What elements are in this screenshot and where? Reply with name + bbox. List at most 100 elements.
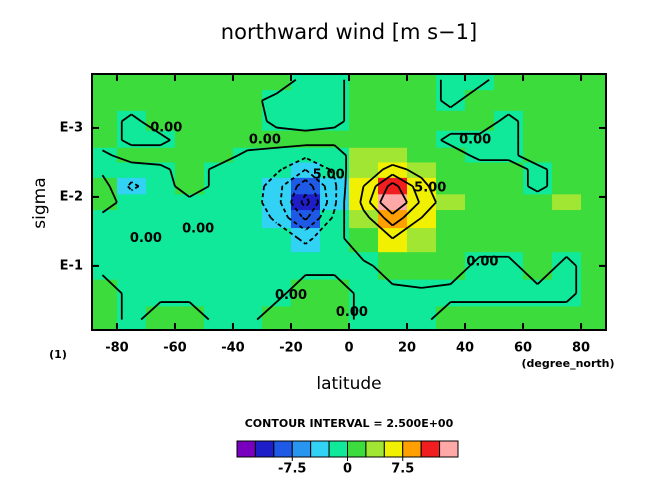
field-cell — [465, 210, 495, 229]
contour-line — [391, 216, 404, 227]
contour-line — [188, 301, 210, 321]
field-cell — [465, 306, 495, 331]
field-cell — [232, 147, 263, 163]
field-cell — [494, 110, 524, 132]
field-cell — [552, 210, 582, 229]
field-cell — [116, 147, 147, 163]
x-tick-label: 40 — [456, 341, 474, 356]
contour-line — [449, 99, 461, 109]
field-cell — [436, 90, 466, 112]
field-cell — [145, 130, 176, 149]
field-cell — [349, 130, 379, 149]
contour-line — [469, 154, 480, 161]
field-cell — [436, 74, 466, 91]
contour-label: 0.00 — [130, 231, 162, 246]
contour-line — [411, 185, 420, 203]
field-cell — [116, 90, 147, 112]
field-cell — [319, 177, 350, 195]
field-cell — [494, 177, 524, 195]
field-cell — [290, 130, 321, 149]
colorbar-box — [439, 440, 459, 458]
contour-line — [169, 169, 176, 187]
field-cell — [232, 177, 263, 195]
field-cell — [116, 228, 147, 253]
field-cell — [203, 74, 234, 91]
field-cell — [319, 74, 350, 91]
field-cell — [523, 110, 553, 132]
field-cell — [581, 228, 607, 253]
field-cell — [232, 228, 263, 253]
contour-line — [160, 163, 171, 171]
field-cell — [261, 252, 292, 281]
contour-line — [517, 265, 539, 285]
contour-line — [343, 237, 365, 262]
field-cell — [203, 252, 234, 281]
field-cell — [494, 162, 524, 179]
field-cell — [349, 110, 379, 132]
contour-line — [280, 156, 306, 171]
field-cell — [174, 147, 205, 163]
y-tick-label: E-1 — [60, 258, 83, 273]
field-cell — [261, 210, 292, 229]
field-cell — [92, 147, 118, 163]
contour-line — [300, 201, 307, 209]
field-cell — [407, 74, 437, 91]
field-cell — [581, 194, 607, 211]
x-tick-label: 0 — [344, 341, 353, 356]
field-cell — [407, 130, 437, 149]
field-cell — [523, 252, 553, 281]
contour-line — [218, 154, 239, 166]
contour-line — [121, 113, 132, 123]
field-cell — [552, 130, 582, 149]
field-cell — [465, 74, 495, 91]
field-cell — [407, 279, 437, 307]
contour-line — [140, 120, 161, 135]
x-tick-label: -40 — [221, 341, 245, 356]
field-cell — [552, 162, 582, 179]
contour-line — [130, 113, 142, 123]
field-cell — [174, 252, 205, 281]
contour-line — [270, 217, 278, 224]
field-cell — [203, 110, 234, 132]
contour-line — [440, 139, 451, 147]
field-cell — [349, 162, 379, 179]
contour-line — [359, 202, 365, 211]
contour-line — [449, 265, 471, 285]
field-cell — [581, 147, 607, 163]
contour-label: 0.00 — [249, 133, 281, 148]
field-cell — [378, 252, 408, 281]
contour-line — [276, 126, 306, 132]
field-cell — [232, 210, 263, 229]
colorbar-box — [365, 440, 385, 458]
field-cell — [92, 90, 118, 112]
contour-line — [391, 201, 408, 215]
contour-line — [565, 256, 577, 267]
contour-line — [420, 177, 430, 187]
contour-line — [275, 222, 299, 240]
contour-line — [290, 185, 298, 203]
colorbar-box — [383, 440, 404, 458]
contour-line — [392, 173, 414, 188]
field-cell — [261, 110, 292, 132]
contour-line — [189, 185, 210, 198]
field-cell — [174, 74, 205, 91]
contour-line — [383, 217, 394, 227]
contour-line — [527, 185, 538, 193]
contour-line — [305, 126, 335, 132]
field-cell — [407, 228, 437, 253]
contour-line — [279, 186, 284, 203]
x-units: (degree_north) — [521, 357, 614, 370]
field-cell — [349, 90, 379, 112]
contour-line — [101, 201, 118, 214]
contour-line — [247, 146, 277, 152]
contour-line — [290, 201, 304, 219]
colorbar-tick-label: 0 — [343, 462, 352, 477]
contour-line — [369, 201, 385, 219]
colorbar-box — [310, 440, 330, 458]
field-cell — [494, 210, 524, 229]
colorbar-tick-label: -7.5 — [278, 462, 306, 477]
field-cell — [523, 194, 553, 211]
contour-line — [391, 216, 423, 240]
field-cell — [436, 147, 466, 163]
contour-line — [362, 168, 384, 187]
